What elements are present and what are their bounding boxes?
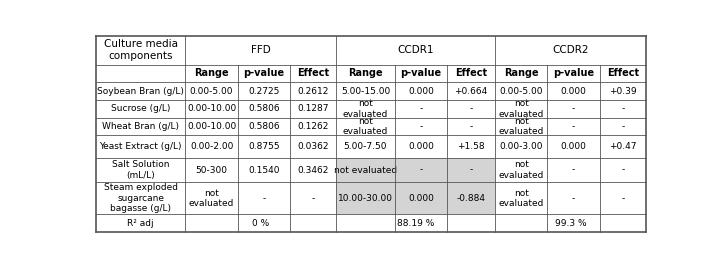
Text: -: - bbox=[469, 122, 473, 131]
Text: 0.00-10.00: 0.00-10.00 bbox=[187, 122, 236, 131]
Text: 0.1287: 0.1287 bbox=[298, 104, 329, 113]
Text: 10.00-30.00: 10.00-30.00 bbox=[338, 194, 393, 203]
Text: not
evaluated: not evaluated bbox=[499, 160, 544, 180]
Text: p-value: p-value bbox=[243, 68, 285, 78]
Text: Effect: Effect bbox=[297, 68, 329, 78]
Text: 0.0362: 0.0362 bbox=[298, 142, 329, 151]
Text: Sucrose (g/L): Sucrose (g/L) bbox=[111, 104, 170, 113]
Text: CCDR2: CCDR2 bbox=[552, 45, 589, 55]
Text: 50-300: 50-300 bbox=[195, 165, 227, 175]
Text: not
evaluated: not evaluated bbox=[499, 117, 544, 136]
Text: CCDR1: CCDR1 bbox=[397, 45, 434, 55]
Text: 0.000: 0.000 bbox=[560, 87, 586, 96]
Text: -: - bbox=[262, 194, 266, 203]
Bar bbox=[96, 182, 646, 214]
Text: 0.2725: 0.2725 bbox=[248, 87, 279, 96]
Bar bbox=[96, 214, 646, 232]
Text: 0.00-5.00: 0.00-5.00 bbox=[190, 87, 233, 96]
Text: -: - bbox=[572, 194, 576, 203]
Text: +1.58: +1.58 bbox=[458, 142, 485, 151]
Text: 99.3 %: 99.3 % bbox=[555, 219, 586, 228]
Text: -: - bbox=[572, 122, 576, 131]
Text: -: - bbox=[419, 122, 423, 131]
Bar bbox=[336, 182, 495, 214]
Text: 0 %: 0 % bbox=[252, 219, 269, 228]
Text: 0.000: 0.000 bbox=[408, 87, 434, 96]
Text: not
evaluated: not evaluated bbox=[343, 99, 388, 119]
Bar bbox=[336, 158, 495, 182]
Text: Range: Range bbox=[348, 68, 383, 78]
Text: Yeast Extract (g/L): Yeast Extract (g/L) bbox=[99, 142, 182, 151]
Text: 0.1540: 0.1540 bbox=[248, 165, 279, 175]
Text: 0.2612: 0.2612 bbox=[298, 87, 329, 96]
Text: 0.5806: 0.5806 bbox=[248, 104, 279, 113]
Bar bbox=[96, 118, 646, 135]
Text: -: - bbox=[572, 165, 576, 175]
Text: not evaluated: not evaluated bbox=[334, 165, 397, 175]
Text: Culture media
components: Culture media components bbox=[104, 39, 178, 61]
Text: 0.000: 0.000 bbox=[560, 142, 586, 151]
Text: 5.00-15.00: 5.00-15.00 bbox=[341, 87, 390, 96]
Text: -: - bbox=[469, 104, 473, 113]
Bar bbox=[96, 158, 646, 182]
Text: 0.5806: 0.5806 bbox=[248, 122, 279, 131]
Text: not
evaluated: not evaluated bbox=[499, 99, 544, 119]
Text: Salt Solution
(mL/L): Salt Solution (mL/L) bbox=[112, 160, 169, 180]
Text: 0.3462: 0.3462 bbox=[298, 165, 329, 175]
Text: Range: Range bbox=[504, 68, 539, 78]
Text: 0.00-2.00: 0.00-2.00 bbox=[190, 142, 233, 151]
Text: 0.00-10.00: 0.00-10.00 bbox=[187, 104, 236, 113]
Text: 0.00-5.00: 0.00-5.00 bbox=[500, 87, 543, 96]
Bar bbox=[96, 36, 646, 65]
Text: -: - bbox=[572, 104, 576, 113]
Text: +0.39: +0.39 bbox=[609, 87, 636, 96]
Text: -: - bbox=[469, 165, 473, 175]
Text: Effect: Effect bbox=[607, 68, 639, 78]
Text: p-value: p-value bbox=[553, 68, 594, 78]
Text: -: - bbox=[621, 165, 625, 175]
Text: not
evaluated: not evaluated bbox=[499, 189, 544, 208]
Text: 0.8755: 0.8755 bbox=[248, 142, 279, 151]
Text: -0.884: -0.884 bbox=[457, 194, 486, 203]
Text: Steam exploded
sugarcane
bagasse (g/L): Steam exploded sugarcane bagasse (g/L) bbox=[104, 183, 178, 213]
Text: -: - bbox=[419, 165, 423, 175]
Text: Soybean Bran (g/L): Soybean Bran (g/L) bbox=[97, 87, 184, 96]
Text: 88.19 %: 88.19 % bbox=[397, 219, 434, 228]
Bar bbox=[96, 135, 646, 158]
Text: -: - bbox=[621, 194, 625, 203]
Text: Effect: Effect bbox=[455, 68, 487, 78]
Text: FFD: FFD bbox=[251, 45, 271, 55]
Text: 0.000: 0.000 bbox=[408, 142, 434, 151]
Bar bbox=[96, 100, 646, 118]
Text: not
evaluated: not evaluated bbox=[343, 117, 388, 136]
Text: -: - bbox=[419, 104, 423, 113]
Text: 5.00-7.50: 5.00-7.50 bbox=[344, 142, 387, 151]
Text: +0.47: +0.47 bbox=[609, 142, 636, 151]
Text: -: - bbox=[311, 194, 315, 203]
Text: 0.000: 0.000 bbox=[408, 194, 434, 203]
Text: p-value: p-value bbox=[400, 68, 442, 78]
Text: 0.00-3.00: 0.00-3.00 bbox=[500, 142, 543, 151]
Text: 0.1262: 0.1262 bbox=[298, 122, 329, 131]
Text: Wheat Bran (g/L): Wheat Bran (g/L) bbox=[102, 122, 180, 131]
Text: R² adj: R² adj bbox=[127, 219, 154, 228]
Text: -: - bbox=[621, 104, 625, 113]
Text: not
evaluated: not evaluated bbox=[189, 189, 235, 208]
Bar bbox=[96, 82, 646, 100]
Bar bbox=[96, 65, 646, 82]
Text: +0.664: +0.664 bbox=[455, 87, 488, 96]
Text: Range: Range bbox=[194, 68, 229, 78]
Text: -: - bbox=[621, 122, 625, 131]
